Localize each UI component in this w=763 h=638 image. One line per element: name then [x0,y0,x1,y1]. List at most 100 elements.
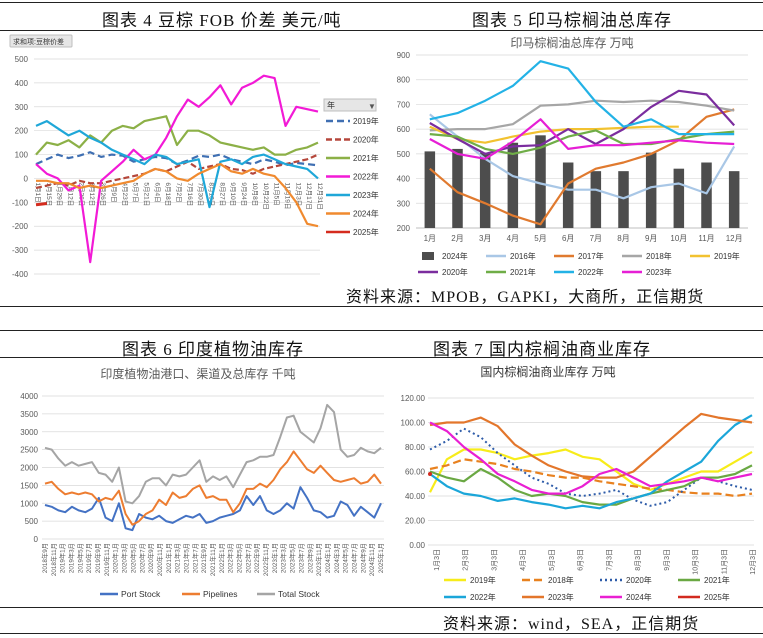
fig4-legend-header: 年 [327,100,335,110]
fig5-legend-swatch-0 [422,252,434,260]
fig5-bar-2 [479,152,491,228]
fig5-series-2020年 [429,89,736,155]
fig4-ytick-7: -200 [12,222,29,231]
fig7-point-2025 [428,471,432,476]
fig7-xtick-8: 9月3日 [663,549,671,571]
fig4-xtick-24: 12月3日 [294,182,302,206]
fig6-ytick-2: 3000 [20,428,38,437]
fig4-xtick-9: 5月7日 [132,182,140,202]
fig5-ytick-3: 600 [397,125,411,134]
fig6-xtick-27: 2023年3月 [279,543,288,573]
fig5-series-2019年 [429,125,679,144]
fig4-legend-label-4: 2023年 [353,190,379,200]
fig5-series-2023年 [429,118,735,160]
fig7-series-2022年 [429,414,753,510]
fig4-xtick-18: 9月10日 [229,182,237,206]
fig6-xtick-20: 2022年1月 [217,543,226,573]
fig4-xtick-14: 7月16日 [186,182,194,206]
fig6-ytick-6: 1000 [20,499,38,508]
fig4-xtick-19: 9月24日 [240,182,248,206]
fig5-ytick-5: 400 [397,175,411,184]
fig4-field-button-label: 求和项:豆棕价差 [13,37,64,46]
fig6-xtick-8: 2020年1月 [111,543,120,573]
fig7-ytick-4: 40.00 [405,492,426,501]
fig7-ytick-2: 80.00 [405,443,426,452]
fig5-bar-0 [424,151,436,228]
fig6-xtick-16: 2021年5月 [181,543,190,573]
fig5-legend-label-4: 2019年 [714,251,740,261]
fig5-xtick-11: 12月 [726,234,743,243]
fig5-xtick-5: 6月 [562,234,574,243]
fig6-ytick-3: 2500 [20,446,38,455]
fig6-xtick-1: 2018年11月 [49,543,58,576]
fig6-xtick-37: 2024年11月 [367,543,376,576]
fig7-series-2023年 [429,412,753,479]
fig7-xtick-2: 3月3日 [490,549,498,571]
source-bottom: 资料来源：wind，SEA，正信期货 [443,616,700,633]
fig6-xtick-15: 2021年3月 [173,543,182,573]
fig4-xtick-21: 10月22日 [262,182,270,209]
fig5-bar-9 [673,168,685,228]
fig5-xtick-9: 10月 [670,234,687,243]
chart-fig5: 印马棕榈油总库存 万吨 900 800 700 600 500 400 300 200 1月 2月 3… [397,35,748,277]
fig6-xtick-0: 2018年9月 [40,543,49,573]
fig4-legend-label-0: 2019年 [353,116,379,126]
fig5-xtick-8: 9月 [645,234,657,243]
fig5-series-2017年 [429,108,735,226]
source-top: 资料来源：MPOB，GAPKI，大商所，正信期货 [346,289,705,306]
fig6-series-Pipelines [44,450,382,526]
fig5-legend-label-1: 2016年 [510,251,536,261]
fig4-legend-header-box [323,98,377,112]
fig4-legend-label-3: 2022年 [353,172,379,182]
fig6-ytick-1: 3500 [20,410,38,419]
fig4-legend-label-2: 2021年 [353,153,379,163]
fig5-xtick-6: 7月 [590,234,602,243]
fig5-ytick-4: 500 [397,150,411,159]
fig6-xtick-3: 2019年3月 [67,543,76,573]
fig7-xtick-5: 6月3日 [577,549,585,571]
fig7-series-2024年 [429,421,753,495]
caption-fig6: 图表 6 印度植物油库存 [122,340,304,359]
fig6-xtick-4: 2019年5月 [75,543,84,573]
fig5-series-2018年 [429,99,735,132]
fig7-ytick-1: 100.00 [401,419,426,428]
fig7-legend-label-3: 2021年 [704,575,730,585]
fig4-xtick-12: 6月18日 [164,182,172,206]
fig5-bar-3 [507,142,519,228]
fig7-legend-label-0: 2019年 [470,575,496,585]
fig4-xtick-8: 4月23日 [121,182,129,206]
fig6-xtick-9: 2020年3月 [120,543,129,573]
fig5-xtick-3: 4月 [507,234,519,243]
fig5-bar-5 [562,162,574,228]
fig4-ytick-0: 500 [15,55,29,64]
fig5-ytick-6: 300 [397,199,411,208]
fig5-series-2021年 [429,129,735,155]
fig6-ytick-0: 4000 [20,392,38,401]
fig7-legend-label-6: 2024年 [626,592,652,602]
fig5-legend-label-0: 2024年 [442,251,468,261]
fig7-xtick-3: 4月3日 [519,549,527,571]
fig5-legend-label-2: 2017年 [578,251,604,261]
fig7-ytick-5: 20.00 [405,517,426,526]
fig6-ytick-8: 0 [34,535,39,544]
fig5-bar-11 [728,171,740,228]
fig4-series-2020年 [35,153,319,190]
fig4-series-2024年 [36,163,319,228]
fig7-xtick-1: 2月3日 [462,549,470,571]
fig7-xtick-7: 8月3日 [634,549,642,571]
caption-fig4: 图表 4 豆棕 FOB 价差 美元/吨 [102,11,342,30]
fig7-xtick-11: 12月3日 [749,549,757,575]
fig5-xtick-4: 5月 [534,234,546,243]
fig4-ytick-2: 300 [15,103,29,112]
fig5-bar-1 [452,148,463,228]
fig5-ytick-2: 700 [397,100,411,109]
fig5-xtick-2: 3月 [479,234,491,243]
fig6-ytick-4: 2000 [20,464,38,473]
fig6-xtick-19: 2021年11月 [208,543,217,576]
fig6-xtick-14: 2021年1月 [164,543,173,573]
fig7-ytick-6: 0.00 [409,541,425,550]
fig7-legend-label-7: 2025年 [704,592,730,602]
source-rule-bottom [0,607,763,608]
fig5-xtick-1: 2月 [451,234,463,243]
fig5-legend-label-8: 2023年 [646,267,672,277]
